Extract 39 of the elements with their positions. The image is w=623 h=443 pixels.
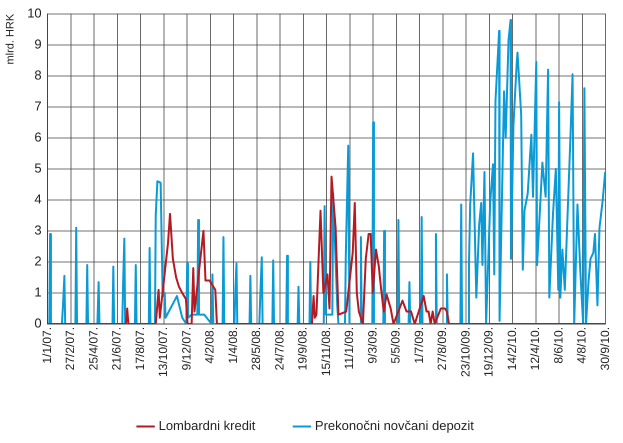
legend-label: Lombardni kredit xyxy=(158,418,256,434)
x-tick-label: 19/9/08. xyxy=(296,326,310,370)
y-tick-label: 4 xyxy=(34,191,42,206)
x-tick-label: 9/12/07. xyxy=(179,326,194,370)
x-tick-label: 28/5/08. xyxy=(249,326,264,370)
x-tick-label: 4/2/08. xyxy=(202,326,217,364)
y-tick-label: 6 xyxy=(34,129,42,144)
x-tick-label: 17/8/07. xyxy=(132,326,147,370)
y-tick-label: 8 xyxy=(34,67,42,82)
x-tick-label: 30/9/10. xyxy=(598,326,612,370)
x-tick-label: 13/10/07. xyxy=(156,326,170,377)
x-tick-label: 24/7/08. xyxy=(272,326,286,370)
x-tick-label: 14/2/10. xyxy=(504,326,519,370)
x-tick-label: 9/3/09. xyxy=(365,326,380,364)
y-axis-title: mlrd. HRK xyxy=(4,13,17,65)
y-tick-label: 1 xyxy=(34,284,42,300)
y-tick-label: 0 xyxy=(34,316,42,331)
y-tick-label: 10 xyxy=(27,5,42,20)
y-tick-label: 9 xyxy=(34,36,42,52)
legend-label: Prekonočni novčani depozit xyxy=(314,418,474,434)
x-tick-label: 1/1/07. xyxy=(40,326,54,364)
y-tick-label: 5 xyxy=(34,160,42,176)
x-tick-label: 25/4/07. xyxy=(86,326,100,370)
x-tick-label: 8/6/10. xyxy=(551,326,566,364)
x-tick-label: 1/7/09. xyxy=(412,326,426,364)
x-tick-label: 1/4/08. xyxy=(226,326,240,364)
x-tick-label: 5/5/09. xyxy=(388,326,403,364)
x-tick-label: 4/8/10. xyxy=(574,326,589,364)
x-tick-label: 19/12/09. xyxy=(482,326,496,377)
y-tick-label: 3 xyxy=(34,222,42,238)
x-tick-label: 27/8/09. xyxy=(435,326,450,370)
x-tick-label: 21/6/07. xyxy=(110,326,124,370)
x-tick-label: 15/11/08. xyxy=(318,326,333,376)
y-tick-label: 7 xyxy=(34,98,42,114)
x-tick-label: 23/10/09. xyxy=(458,326,472,377)
x-tick-label: 12/4/10. xyxy=(528,326,542,370)
y-tick-label: 2 xyxy=(34,254,42,268)
x-tick-label: 11/1/09. xyxy=(342,326,356,370)
x-tick-label: 27/2/07. xyxy=(63,326,78,370)
